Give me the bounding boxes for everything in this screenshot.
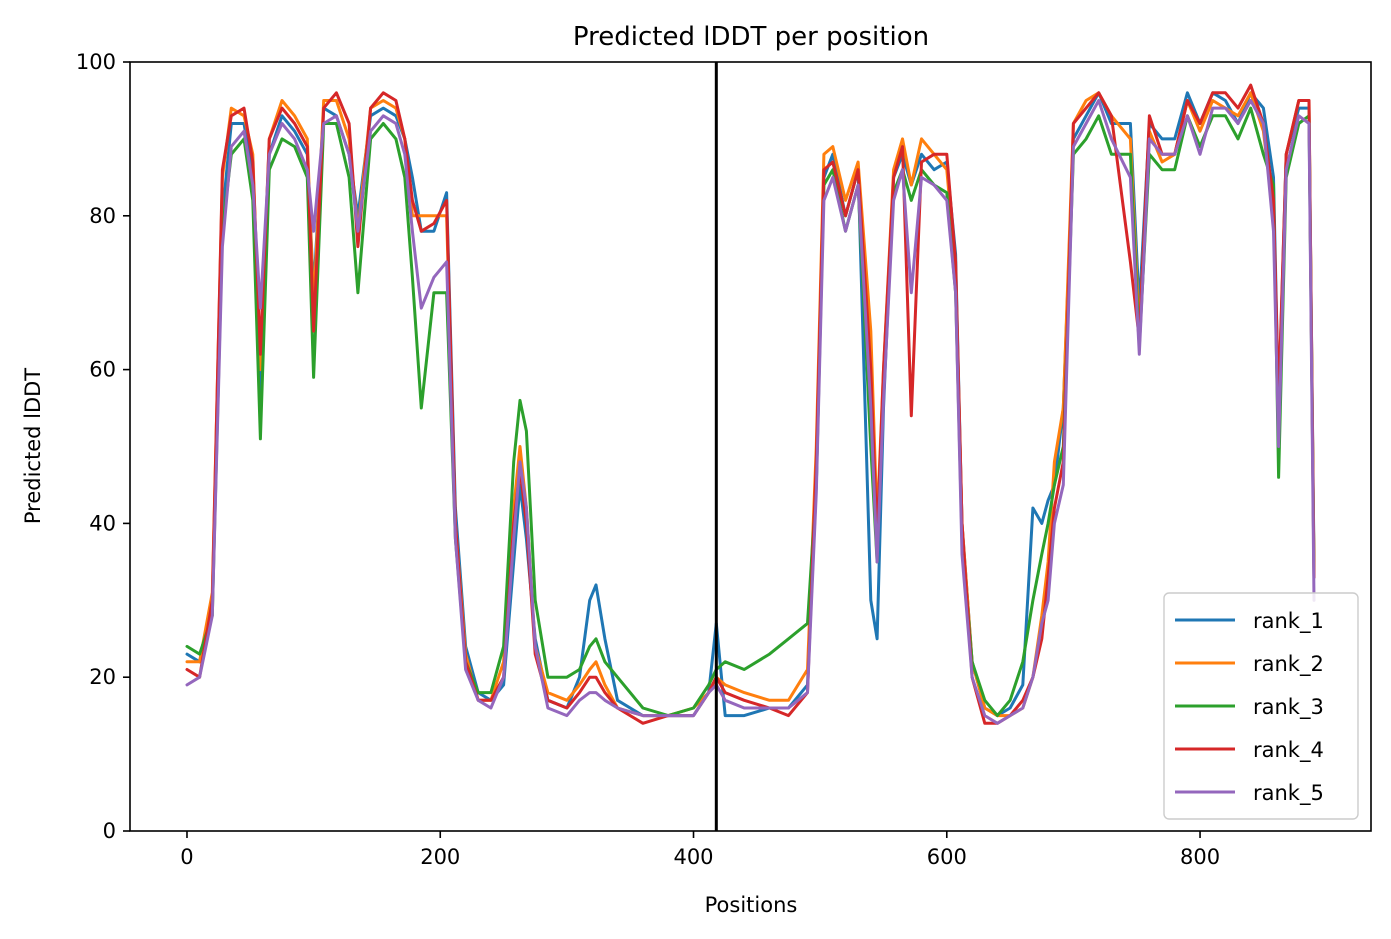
x-tick-label: 600: [927, 845, 967, 869]
x-axis-label: Positions: [705, 893, 798, 917]
legend-label: rank_2: [1253, 652, 1324, 677]
y-axis-label: Predicted lDDT: [21, 368, 45, 524]
series-line-rank-5: [185, 99, 1316, 725]
series-layer: [185, 83, 1316, 725]
y-tick-label: 100: [76, 50, 116, 74]
legend: rank_1 rank_2 rank_3 rank_4 rank_5: [1163, 592, 1359, 820]
chart-title: Predicted lDDT per position: [573, 22, 929, 52]
x-tick-label: 0: [180, 845, 193, 869]
legend-label: rank_4: [1253, 738, 1324, 763]
y-tick-label: 80: [89, 204, 116, 228]
y-tick-label: 0: [103, 819, 116, 843]
plot-border: [129, 61, 1372, 832]
legend-box: [1163, 592, 1359, 820]
y-tick-label: 40: [89, 511, 116, 535]
y-tick-label: 60: [89, 358, 116, 382]
y-tick-label: 20: [89, 665, 116, 689]
legend-label: rank_1: [1253, 609, 1324, 634]
legend-label: rank_5: [1253, 781, 1324, 806]
y-axis: 0 20 40 60 80 100: [76, 50, 130, 843]
legend-label: rank_3: [1253, 695, 1324, 720]
x-axis: 0 200 400 600 800: [180, 831, 1220, 869]
x-tick-label: 400: [673, 845, 713, 869]
x-tick-label: 200: [420, 845, 460, 869]
x-tick-label: 800: [1180, 845, 1220, 869]
